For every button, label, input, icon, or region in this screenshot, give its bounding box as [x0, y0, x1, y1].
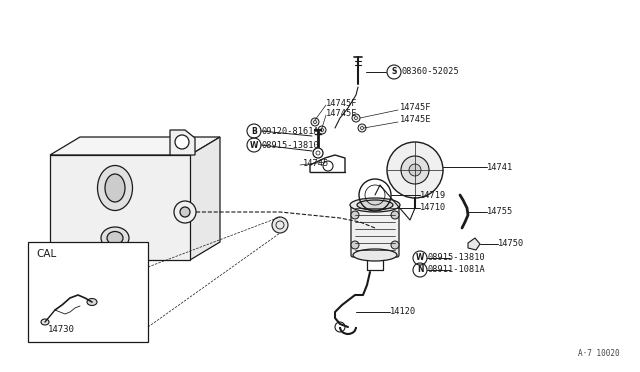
Text: 14120: 14120: [390, 308, 416, 317]
Text: 09120-8161A: 09120-8161A: [261, 126, 319, 135]
Circle shape: [352, 114, 360, 122]
Circle shape: [387, 142, 443, 198]
Text: A·7 10020: A·7 10020: [579, 349, 620, 358]
Text: 14750: 14750: [498, 240, 524, 248]
Ellipse shape: [101, 227, 129, 249]
Text: CAL: CAL: [36, 249, 56, 259]
Circle shape: [318, 126, 326, 134]
Circle shape: [358, 124, 366, 132]
Ellipse shape: [97, 166, 132, 211]
Text: 14730: 14730: [48, 326, 75, 334]
Circle shape: [272, 217, 288, 233]
Circle shape: [409, 164, 421, 176]
Text: S: S: [391, 67, 397, 77]
Text: W: W: [250, 141, 258, 150]
Ellipse shape: [350, 198, 400, 212]
Ellipse shape: [353, 249, 397, 261]
Ellipse shape: [87, 298, 97, 305]
Circle shape: [351, 211, 359, 219]
Polygon shape: [50, 155, 190, 260]
Text: W: W: [416, 253, 424, 263]
Ellipse shape: [41, 319, 49, 325]
Ellipse shape: [105, 174, 125, 202]
Circle shape: [311, 118, 319, 126]
Circle shape: [391, 241, 399, 249]
Polygon shape: [170, 130, 195, 155]
Text: 08915-13810: 08915-13810: [261, 141, 319, 150]
Text: B: B: [251, 126, 257, 135]
Circle shape: [175, 135, 189, 149]
Bar: [28, 242, 148, 342]
Text: 08360-52025: 08360-52025: [402, 67, 460, 77]
Circle shape: [174, 201, 196, 223]
Polygon shape: [50, 137, 220, 155]
Text: 08915-13810: 08915-13810: [427, 253, 484, 263]
Circle shape: [180, 207, 190, 217]
Text: 14710: 14710: [420, 203, 446, 212]
Text: 14741: 14741: [487, 163, 513, 171]
Text: 14755: 14755: [487, 208, 513, 217]
Ellipse shape: [357, 200, 393, 210]
Circle shape: [351, 241, 359, 249]
Text: 14745F: 14745F: [400, 103, 431, 112]
Text: 14745: 14745: [303, 158, 329, 167]
Text: 14719: 14719: [420, 190, 446, 199]
Polygon shape: [190, 137, 220, 260]
Circle shape: [391, 211, 399, 219]
Polygon shape: [468, 238, 480, 250]
Text: N: N: [417, 266, 423, 275]
FancyBboxPatch shape: [351, 203, 399, 257]
Circle shape: [401, 156, 429, 184]
Text: 08911-1081A: 08911-1081A: [427, 266, 484, 275]
Text: 14745E: 14745E: [326, 109, 358, 118]
Text: 14745F: 14745F: [326, 99, 358, 108]
Ellipse shape: [107, 231, 123, 244]
Text: 14745E: 14745E: [400, 115, 431, 125]
